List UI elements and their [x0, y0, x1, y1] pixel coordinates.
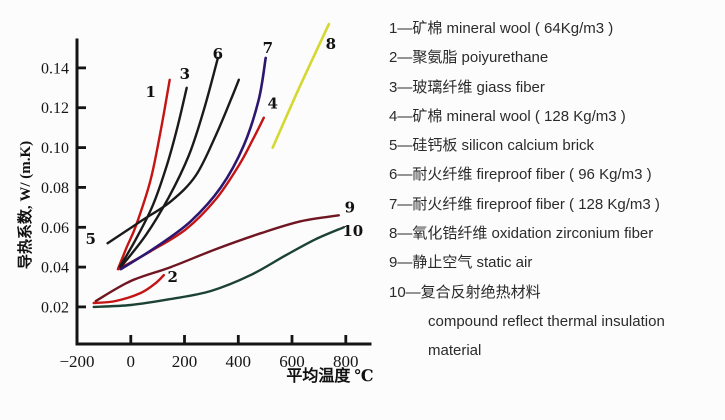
legend-item-8: 8—氧化锆纤维 oxidation zirconium fiber — [389, 219, 723, 248]
legend-item-10-line-2: compound reflect thermal insulation — [428, 312, 665, 330]
curve-label-8: 8 — [326, 35, 336, 53]
y-axis-title: 导热系数, W/ (m.K) — [16, 141, 34, 269]
x-tick-label: 0 — [127, 352, 136, 371]
legend-item-5: 5—硅钙板 silicon calcium brick — [389, 131, 723, 160]
curve-10 — [92, 226, 345, 309]
y-tick-label: 0.02 — [41, 299, 69, 316]
legend-item-4: 4—矿棉 mineral wool ( 128 Kg/m3 ) — [389, 102, 723, 131]
x-tick-label: 800 — [333, 352, 359, 371]
curve-label-1: 1 — [145, 83, 155, 101]
curve-label-10: 10 — [342, 222, 363, 240]
x-tick-label: 400 — [226, 352, 252, 371]
legend-item-9: 9—静止空气 static air — [389, 248, 723, 277]
curve-6 — [119, 56, 220, 269]
legend-item-1: 1—矿棉 mineral wool ( 64Kg/m3 ) — [389, 14, 723, 43]
x-tick-label: 200 — [172, 352, 198, 371]
curve-label-9: 9 — [345, 198, 355, 216]
curve-9 — [94, 214, 340, 303]
legend-item-3-line-1: 3—玻璃纤维 giass fiber — [389, 78, 545, 96]
x-axis-title: 平均温度 ℃ — [286, 366, 373, 385]
curve-4 — [117, 116, 265, 271]
legend-item-5-line-1: 5—硅钙板 silicon calcium brick — [389, 137, 595, 155]
curve-label-5: 5 — [85, 230, 95, 248]
curve-label-4: 4 — [267, 95, 277, 113]
x-tick-label: −200 — [59, 352, 94, 371]
legend-item-8-line-1: 8—氧化锆纤维 oxidation zirconium fiber — [389, 225, 654, 243]
legend-item-3: 3—玻璃纤维 giass fiber — [389, 73, 723, 102]
curve-label-6: 6 — [213, 45, 223, 63]
y-tick-label: 0.04 — [41, 260, 69, 277]
curve-5 — [106, 78, 240, 245]
curve-label-7: 7 — [263, 39, 273, 57]
legend-item-9-line-1: 9—静止空气 static air — [389, 254, 533, 272]
y-tick-label: 0.14 — [41, 60, 69, 77]
legend-item-2: 2—聚氨脂 poiyurethane — [389, 43, 723, 72]
curve-label-3: 3 — [180, 65, 190, 83]
legend-item-10-line-1: 10—复合反射绝热材料 — [389, 283, 541, 301]
legend-item-6: 6—耐火纤维 fireproof fiber ( 96 Kg/m3 ) — [389, 160, 723, 189]
curve-7 — [119, 56, 267, 271]
y-tick-label: 0.08 — [41, 180, 69, 197]
legend-item-6-line-1: 6—耐火纤维 fireproof fiber ( 96 Kg/m3 ) — [389, 166, 652, 184]
legend-item-4-line-1: 4—矿棉 mineral wool ( 128 Kg/m3 ) — [389, 107, 626, 125]
curve-8 — [271, 22, 331, 149]
y-tick-label: 0.12 — [41, 100, 69, 117]
legend-item-10: 10—复合反射绝热材料 compound reflect thermal insu… — [389, 278, 723, 366]
curve-2 — [92, 273, 165, 305]
legend-panel: 1—矿棉 mineral wool ( 64Kg/m3 ) 2—聚氨脂 poiyu… — [389, 14, 723, 366]
curve-1 — [116, 78, 171, 271]
y-tick-label: 0.10 — [41, 140, 69, 157]
legend-item-2-line-1: 2—聚氨脂 poiyurethane — [389, 49, 549, 67]
curve-label-2: 2 — [167, 268, 177, 286]
legend-item-1-line-1: 1—矿棉 mineral wool ( 64Kg/m3 ) — [389, 20, 614, 37]
legend-item-7-line-1: 7—耐火纤维 fireproof fiber ( 128 Kg/m3 ) — [389, 195, 660, 213]
legend-item-10-line-3: material — [428, 342, 482, 360]
curve-3 — [118, 86, 188, 269]
y-tick-label: 0.06 — [41, 220, 69, 237]
x-tick-label: 600 — [279, 352, 305, 371]
legend-item-7: 7—耐火纤维 fireproof fiber ( 128 Kg/m3 ) — [389, 190, 723, 219]
